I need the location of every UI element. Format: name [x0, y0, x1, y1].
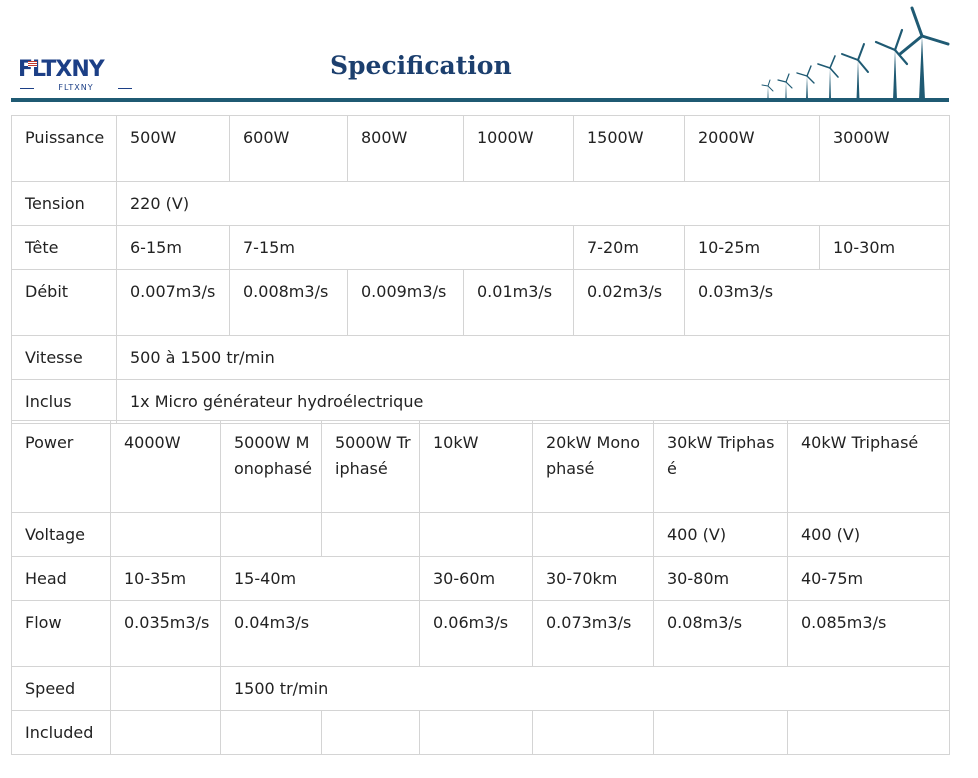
row-label: Flow — [11, 600, 111, 667]
table-cell — [220, 512, 322, 557]
table-row: Puissance 500W 600W 800W 1000W 1500W 200… — [11, 115, 950, 182]
brand-logo: FLTXNY FLTXNY — [18, 58, 132, 98]
table-row: Included — [11, 710, 950, 755]
table-row: Speed 1500 tr/min — [11, 666, 950, 711]
page-title: Specification — [330, 51, 512, 80]
table-cell: 500W — [116, 115, 230, 182]
table-cell: 30-60m — [419, 556, 533, 601]
table-cell: 30-80m — [653, 556, 788, 601]
table-cell — [110, 512, 221, 557]
row-label: Tête — [11, 225, 117, 270]
spec-table-en: Power 4000W 5000W Monophasé 5000W Tripha… — [11, 420, 950, 755]
us-flag-icon — [28, 61, 37, 67]
table-cell: 0.035m3/s — [110, 600, 221, 667]
table-cell: 0.008m3/s — [229, 269, 348, 336]
table-cell: 0.007m3/s — [116, 269, 230, 336]
table-cell: 220 (V) — [116, 181, 950, 226]
row-label: Vitesse — [11, 335, 117, 380]
table-cell — [787, 710, 950, 755]
table-cell: 6-15m — [116, 225, 230, 270]
table-cell: 5000W Monophasé — [220, 420, 322, 513]
row-label: Tension — [11, 181, 117, 226]
table-cell — [220, 710, 322, 755]
row-label: Voltage — [11, 512, 111, 557]
table-row: Tête 6-15m 7-15m 7-20m 10-25m 10-30m — [11, 225, 950, 270]
page-header: FLTXNY FLTXNY Specification — [0, 0, 978, 104]
table-cell — [110, 666, 221, 711]
table-cell: 5000W Triphasé — [321, 420, 420, 513]
row-label: Included — [11, 710, 111, 755]
table-cell: 20kW Monophasé — [532, 420, 654, 513]
header-divider — [11, 98, 949, 102]
table-cell: 0.01m3/s — [463, 269, 574, 336]
table-cell — [532, 710, 654, 755]
table-cell: 1x Micro générateur hydroélectrique — [116, 379, 950, 424]
table-cell: 2000W — [684, 115, 820, 182]
table-cell: 0.009m3/s — [347, 269, 464, 336]
table-row: Débit 0.007m3/s 0.008m3/s 0.009m3/s 0.01… — [11, 269, 950, 336]
table-cell: 40-75m — [787, 556, 950, 601]
wind-turbine-icon — [761, 6, 950, 100]
table-row: Voltage 400 (V) 400 (V) — [11, 512, 950, 557]
table-row: Head 10-35m 15-40m 30-60m 30-70km 30-80m… — [11, 556, 950, 601]
table-cell: 10-30m — [819, 225, 950, 270]
table-cell — [321, 710, 420, 755]
row-label: Débit — [11, 269, 117, 336]
table-cell: 4000W — [110, 420, 221, 513]
table-row: Inclus 1x Micro générateur hydroélectriq… — [11, 379, 950, 424]
table-cell: 15-40m — [220, 556, 420, 601]
table-cell — [419, 710, 533, 755]
table-cell: 30-70km — [532, 556, 654, 601]
table-cell: 10-25m — [684, 225, 820, 270]
table-cell: 600W — [229, 115, 348, 182]
table-cell — [419, 512, 533, 557]
table-row: Vitesse 500 à 1500 tr/min — [11, 335, 950, 380]
table-cell: 40kW Triphasé — [787, 420, 950, 513]
table-row: Tension 220 (V) — [11, 181, 950, 226]
table-cell: 30kW Triphasé — [653, 420, 788, 513]
table-cell: 400 (V) — [787, 512, 950, 557]
table-cell: 0.03m3/s — [684, 269, 950, 336]
table-row: Flow 0.035m3/s 0.04m3/s 0.06m3/s 0.073m3… — [11, 600, 950, 667]
table-cell: 0.073m3/s — [532, 600, 654, 667]
table-cell — [110, 710, 221, 755]
row-label: Inclus — [11, 379, 117, 424]
table-cell: 0.04m3/s — [220, 600, 420, 667]
table-cell: 500 à 1500 tr/min — [116, 335, 950, 380]
logo-subtext: FLTXNY — [20, 83, 132, 92]
table-cell: 1500W — [573, 115, 685, 182]
table-cell: 7-20m — [573, 225, 685, 270]
table-cell — [653, 710, 788, 755]
table-cell: 10-35m — [110, 556, 221, 601]
table-cell: 3000W — [819, 115, 950, 182]
table-cell: 10kW — [419, 420, 533, 513]
row-label: Power — [11, 420, 111, 513]
table-cell — [532, 512, 654, 557]
spec-table-fr: Puissance 500W 600W 800W 1000W 1500W 200… — [11, 115, 950, 424]
table-cell — [321, 512, 420, 557]
table-cell: 800W — [347, 115, 464, 182]
table-cell: 7-15m — [229, 225, 574, 270]
table-cell: 0.085m3/s — [787, 600, 950, 667]
row-label: Puissance — [11, 115, 117, 182]
row-label: Head — [11, 556, 111, 601]
table-row: Power 4000W 5000W Monophasé 5000W Tripha… — [11, 420, 950, 513]
table-cell: 1500 tr/min — [220, 666, 950, 711]
table-cell: 0.02m3/s — [573, 269, 685, 336]
table-cell: 0.06m3/s — [419, 600, 533, 667]
table-cell: 0.08m3/s — [653, 600, 788, 667]
row-label: Speed — [11, 666, 111, 711]
table-cell: 1000W — [463, 115, 574, 182]
table-cell: 400 (V) — [653, 512, 788, 557]
